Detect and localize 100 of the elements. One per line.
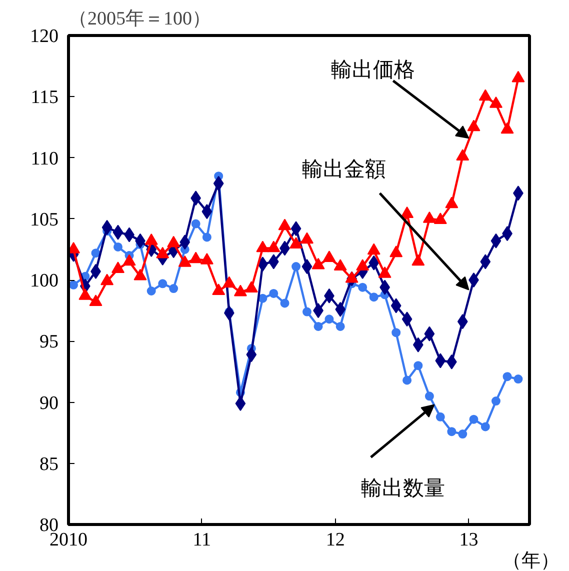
point: [322, 250, 336, 262]
point: [267, 240, 280, 252]
point: [468, 272, 479, 288]
point: [292, 262, 301, 272]
y-tick-label: 85: [40, 454, 58, 475]
point: [467, 120, 480, 132]
point: [478, 89, 492, 101]
x-tick-label: 13: [459, 530, 478, 550]
point: [78, 288, 92, 300]
point: [300, 232, 314, 244]
point: [336, 322, 345, 331]
point: [436, 412, 445, 422]
point: [445, 196, 458, 208]
point: [314, 322, 323, 331]
point: [424, 392, 434, 401]
point: [434, 212, 447, 224]
point: [378, 266, 392, 278]
point: [469, 414, 478, 424]
point: [456, 149, 470, 160]
point: [122, 254, 136, 266]
point: [244, 281, 258, 293]
y-tick-label: 120: [30, 26, 58, 47]
point: [180, 234, 190, 250]
y-axis-title: （2005年＝100）: [68, 8, 211, 30]
point: [91, 248, 100, 258]
point: [435, 353, 446, 368]
point: [422, 211, 436, 223]
point: [258, 294, 268, 303]
point: [502, 372, 512, 382]
series-label: 輸出金額: [302, 156, 386, 181]
point: [312, 258, 325, 270]
point: [167, 236, 180, 248]
y-tick-label: 115: [30, 87, 58, 108]
point: [512, 70, 525, 82]
point: [334, 259, 347, 271]
y-tick-label: 110: [30, 148, 58, 170]
point: [113, 242, 122, 252]
point: [290, 221, 302, 236]
point: [324, 314, 334, 324]
point: [514, 374, 523, 384]
point: [491, 396, 500, 406]
point: [268, 254, 279, 270]
point: [224, 306, 234, 321]
point: [202, 204, 212, 220]
x-tick-label: 12: [326, 530, 345, 550]
point: [368, 255, 380, 270]
point: [480, 422, 490, 432]
point: [222, 276, 236, 288]
point: [356, 259, 370, 271]
point: [146, 286, 156, 296]
point: [256, 240, 270, 252]
point: [390, 246, 403, 258]
point: [111, 262, 124, 273]
point: [335, 302, 346, 317]
point: [246, 347, 257, 362]
point: [489, 96, 502, 108]
point: [278, 218, 292, 230]
point: [412, 254, 425, 266]
point: [234, 284, 247, 296]
point: [367, 243, 380, 255]
x-tick-label: 11: [192, 530, 212, 550]
point: [102, 220, 112, 235]
point: [412, 337, 424, 352]
point: [169, 284, 178, 294]
point: [424, 326, 435, 342]
point: [89, 294, 102, 306]
point: [302, 307, 312, 316]
y-tick-label: 105: [30, 209, 58, 230]
y-tick-label: 90: [40, 392, 58, 414]
point: [458, 430, 468, 439]
text: 輸出価格: [330, 58, 415, 82]
point: [457, 314, 468, 330]
point: [345, 271, 358, 283]
point: [200, 253, 214, 264]
point: [280, 298, 290, 308]
point: [202, 232, 212, 242]
point: [112, 224, 124, 240]
point: [144, 233, 158, 245]
series-label: 輸出数量: [360, 476, 445, 500]
point: [369, 292, 378, 302]
point: [402, 312, 412, 327]
point: [178, 255, 192, 267]
point: [235, 396, 246, 411]
point: [212, 284, 226, 295]
point: [414, 361, 423, 370]
point: [402, 376, 412, 385]
point: [156, 246, 170, 258]
point: [302, 259, 312, 274]
point: [290, 237, 303, 249]
point: [447, 427, 456, 436]
x-axis-title: （年）: [502, 550, 560, 571]
point: [191, 219, 200, 228]
point: [500, 122, 514, 134]
point: [134, 268, 147, 280]
point: [358, 282, 368, 292]
point: [400, 206, 414, 218]
point: [269, 288, 278, 298]
point: [392, 328, 401, 338]
y-tick-label: 95: [40, 332, 58, 353]
point: [189, 252, 202, 264]
